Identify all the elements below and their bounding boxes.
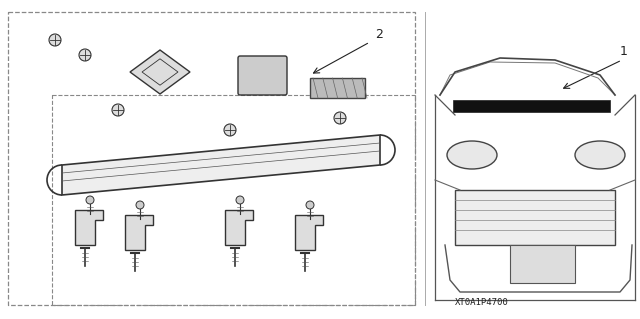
- Text: 1: 1: [620, 45, 628, 58]
- Circle shape: [79, 49, 91, 61]
- Circle shape: [49, 34, 61, 46]
- Circle shape: [224, 124, 236, 136]
- Polygon shape: [142, 59, 178, 85]
- Circle shape: [86, 196, 94, 204]
- Polygon shape: [295, 215, 323, 250]
- Circle shape: [136, 201, 144, 209]
- Bar: [455, 190, 615, 245]
- Circle shape: [306, 201, 314, 209]
- Bar: [8, 12, 415, 305]
- Polygon shape: [125, 215, 153, 250]
- Polygon shape: [75, 210, 103, 245]
- Text: 2: 2: [375, 28, 383, 41]
- Ellipse shape: [447, 141, 497, 169]
- Polygon shape: [62, 135, 380, 195]
- Polygon shape: [453, 100, 610, 112]
- Polygon shape: [225, 210, 253, 245]
- Polygon shape: [130, 50, 190, 94]
- Circle shape: [112, 104, 124, 116]
- Bar: [510, 245, 575, 283]
- Bar: [310, 78, 365, 98]
- Ellipse shape: [575, 141, 625, 169]
- Bar: [52, 95, 415, 305]
- FancyBboxPatch shape: [238, 56, 287, 95]
- Text: XT0A1P4700: XT0A1P4700: [455, 298, 509, 307]
- Circle shape: [334, 112, 346, 124]
- Circle shape: [236, 196, 244, 204]
